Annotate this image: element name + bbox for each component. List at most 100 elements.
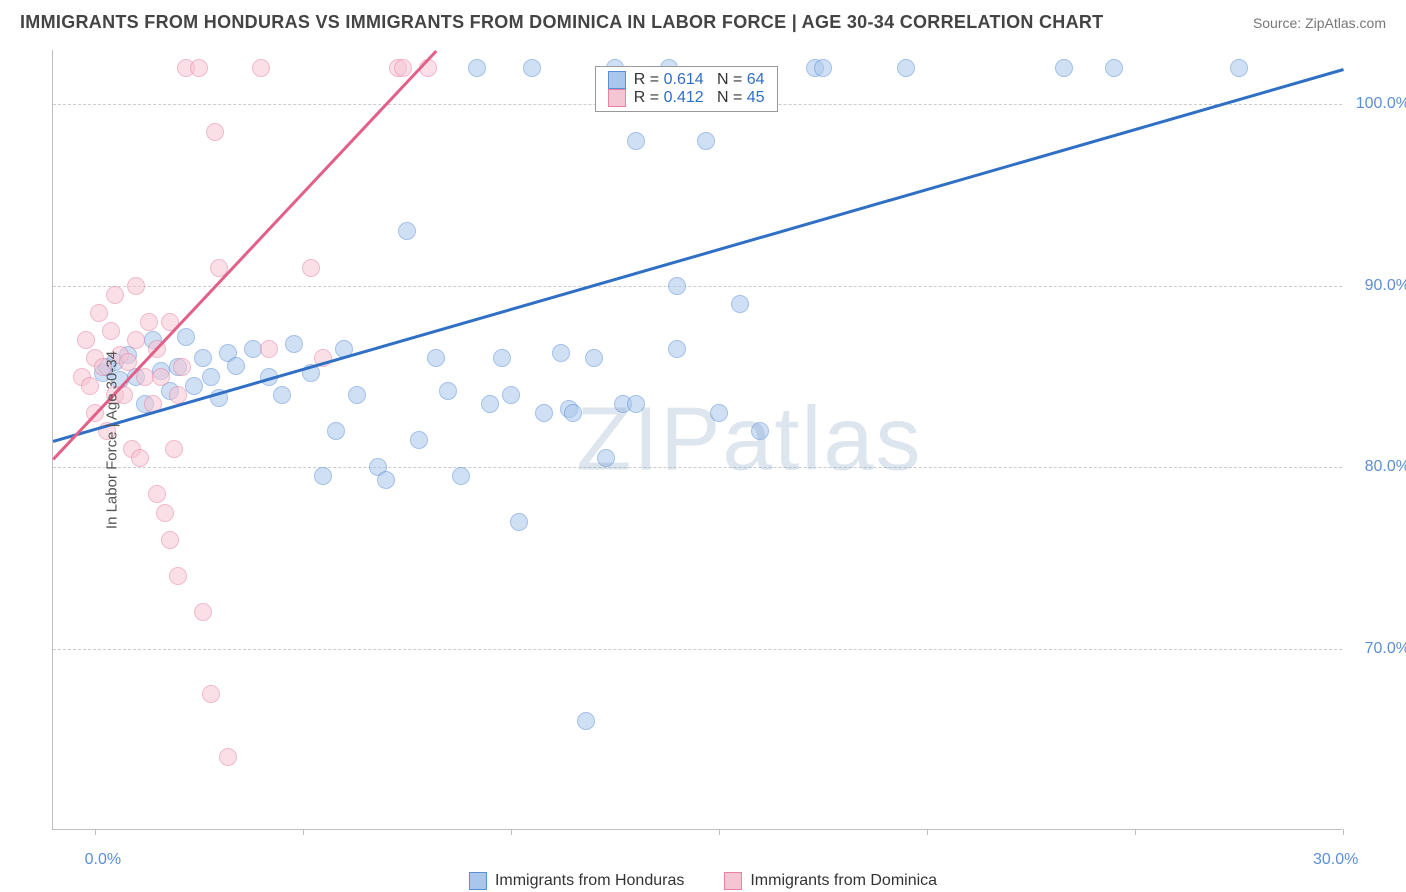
data-point bbox=[77, 331, 95, 349]
data-point bbox=[585, 349, 603, 367]
data-point bbox=[148, 485, 166, 503]
data-point bbox=[493, 349, 511, 367]
legend-stats-text: R = 0.614 N = 64 bbox=[634, 71, 765, 89]
y-tick-label: 70.0% bbox=[1365, 640, 1406, 658]
legend-series-label: Immigrants from Honduras bbox=[495, 872, 684, 890]
data-point bbox=[81, 377, 99, 395]
data-point bbox=[427, 349, 445, 367]
data-point bbox=[597, 449, 615, 467]
data-point bbox=[314, 467, 332, 485]
data-point bbox=[302, 259, 320, 277]
legend-series-label: Immigrants from Dominica bbox=[750, 872, 937, 890]
x-tick-label: 0.0% bbox=[85, 851, 121, 869]
bottom-legend-item: Immigrants from Honduras bbox=[469, 872, 684, 890]
bottom-legend: Immigrants from Honduras Immigrants from … bbox=[469, 872, 937, 890]
x-tick bbox=[95, 829, 96, 835]
stats-legend: R = 0.614 N = 64R = 0.412 N = 45 bbox=[595, 66, 778, 112]
legend-swatch bbox=[724, 872, 742, 890]
stats-legend-row: R = 0.614 N = 64 bbox=[608, 71, 765, 89]
data-point bbox=[731, 295, 749, 313]
data-point bbox=[523, 59, 541, 77]
data-point bbox=[194, 349, 212, 367]
data-point bbox=[152, 368, 170, 386]
data-point bbox=[244, 340, 262, 358]
x-tick bbox=[1343, 829, 1344, 835]
data-point bbox=[119, 353, 137, 371]
data-point bbox=[577, 712, 595, 730]
data-point bbox=[90, 304, 108, 322]
data-point bbox=[156, 504, 174, 522]
data-point bbox=[377, 471, 395, 489]
plot-inner: 70.0%80.0%90.0%100.0%0.0%30.0%R = 0.614 … bbox=[53, 50, 1342, 829]
y-axis-label: In Labor Force | Age 30-34 bbox=[104, 350, 121, 528]
x-tick bbox=[719, 829, 720, 835]
data-point bbox=[177, 328, 195, 346]
data-point bbox=[468, 59, 486, 77]
data-point bbox=[814, 59, 832, 77]
data-point bbox=[535, 404, 553, 422]
data-point bbox=[273, 386, 291, 404]
trend-line bbox=[53, 68, 1344, 442]
data-point bbox=[627, 395, 645, 413]
data-point bbox=[106, 286, 124, 304]
data-point bbox=[169, 567, 187, 585]
data-point bbox=[327, 422, 345, 440]
data-point bbox=[394, 59, 412, 77]
data-point bbox=[194, 603, 212, 621]
data-point bbox=[897, 59, 915, 77]
source-label: Source: ZipAtlas.com bbox=[1253, 15, 1386, 31]
data-point bbox=[697, 132, 715, 150]
chart-title: IMMIGRANTS FROM HONDURAS VS IMMIGRANTS F… bbox=[20, 12, 1103, 33]
gridline bbox=[53, 649, 1342, 650]
data-point bbox=[1055, 59, 1073, 77]
data-point bbox=[161, 531, 179, 549]
data-point bbox=[131, 449, 149, 467]
data-point bbox=[202, 685, 220, 703]
data-point bbox=[102, 322, 120, 340]
data-point bbox=[751, 422, 769, 440]
x-tick bbox=[303, 829, 304, 835]
data-point bbox=[668, 340, 686, 358]
y-tick-label: 90.0% bbox=[1365, 277, 1406, 295]
x-tick bbox=[511, 829, 512, 835]
data-point bbox=[668, 277, 686, 295]
gridline bbox=[53, 467, 1342, 468]
data-point bbox=[219, 748, 237, 766]
data-point bbox=[452, 467, 470, 485]
chart-plot-area: 70.0%80.0%90.0%100.0%0.0%30.0%R = 0.614 … bbox=[52, 50, 1342, 830]
bottom-legend-item: Immigrants from Dominica bbox=[724, 872, 937, 890]
data-point bbox=[206, 123, 224, 141]
data-point bbox=[348, 386, 366, 404]
data-point bbox=[185, 377, 203, 395]
legend-swatch bbox=[608, 89, 626, 107]
data-point bbox=[165, 440, 183, 458]
data-point bbox=[173, 358, 191, 376]
legend-stats-text: R = 0.412 N = 45 bbox=[634, 89, 765, 107]
data-point bbox=[410, 431, 428, 449]
data-point bbox=[190, 59, 208, 77]
x-tick bbox=[1135, 829, 1136, 835]
data-point bbox=[140, 313, 158, 331]
legend-swatch bbox=[608, 71, 626, 89]
legend-swatch bbox=[469, 872, 487, 890]
data-point bbox=[481, 395, 499, 413]
data-point bbox=[260, 340, 278, 358]
data-point bbox=[252, 59, 270, 77]
data-point bbox=[502, 386, 520, 404]
x-tick bbox=[927, 829, 928, 835]
x-tick-label: 30.0% bbox=[1313, 851, 1358, 869]
data-point bbox=[552, 344, 570, 362]
stats-legend-row: R = 0.412 N = 45 bbox=[608, 89, 765, 107]
data-point bbox=[127, 331, 145, 349]
data-point bbox=[1105, 59, 1123, 77]
y-tick-label: 100.0% bbox=[1356, 95, 1406, 113]
y-tick-label: 80.0% bbox=[1365, 458, 1406, 476]
data-point bbox=[202, 368, 220, 386]
gridline bbox=[53, 286, 1342, 287]
data-point bbox=[127, 277, 145, 295]
data-point bbox=[398, 222, 416, 240]
data-point bbox=[285, 335, 303, 353]
data-point bbox=[564, 404, 582, 422]
data-point bbox=[627, 132, 645, 150]
data-point bbox=[510, 513, 528, 531]
